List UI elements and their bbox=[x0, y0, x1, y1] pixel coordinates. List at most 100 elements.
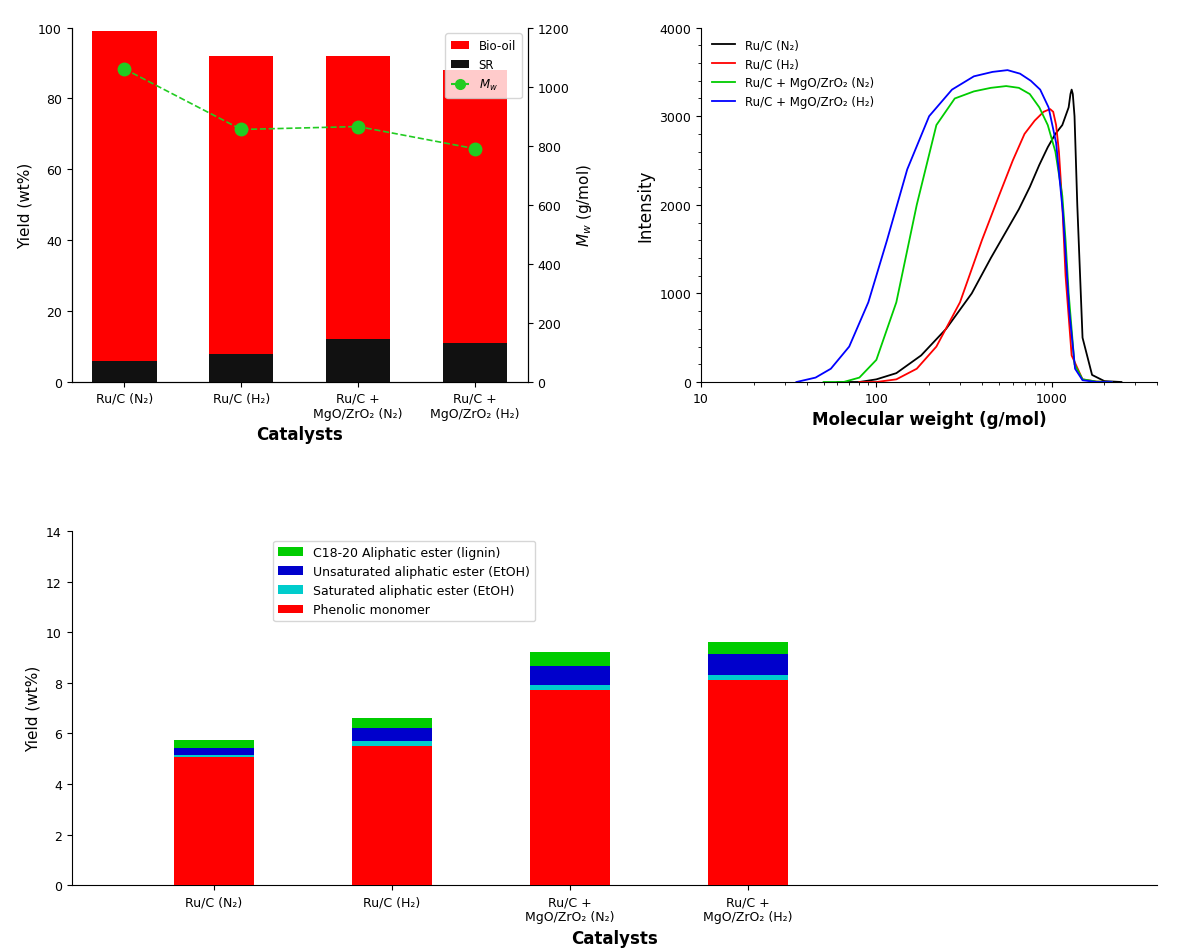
Ru/C + MgO/ZrO₂ (H₂) bbox=[861, 297, 876, 308]
Y-axis label: Yield (wt%): Yield (wt%) bbox=[18, 163, 32, 248]
Ru/C + MgO/ZrO₂ (H₂) bbox=[966, 71, 981, 83]
Bar bbox=[707, 642, 787, 655]
Ru/C + MgO/ZrO₂ (H₂) bbox=[842, 342, 857, 353]
Ru/C + MgO/ZrO₂ (H₂) bbox=[1001, 66, 1015, 77]
Bar bbox=[530, 685, 610, 690]
Ru/C + MgO/ZrO₂ (N₂) bbox=[1075, 374, 1089, 386]
Ru/C (H₂) bbox=[953, 297, 968, 308]
Bar bbox=[352, 728, 432, 742]
Ru/C + MgO/ZrO₂ (H₂) bbox=[985, 67, 1000, 78]
Ru/C (N₂) bbox=[1114, 377, 1129, 388]
X-axis label: Catalysts: Catalysts bbox=[571, 928, 657, 946]
Ru/C + MgO/ZrO₂ (N₂) bbox=[1022, 89, 1037, 101]
Bar bbox=[443, 71, 507, 344]
Ru/C + MgO/ZrO₂ (H₂) bbox=[1013, 69, 1027, 80]
Ru/C (N₂) bbox=[1075, 332, 1089, 344]
Ru/C (N₂) bbox=[984, 253, 999, 265]
Ru/C (N₂) bbox=[1098, 376, 1112, 387]
Ru/C + MgO/ZrO₂ (N₂) bbox=[1012, 83, 1026, 94]
Ru/C (N₂) bbox=[1063, 89, 1077, 101]
Ru/C + MgO/ZrO₂ (N₂) bbox=[889, 297, 903, 308]
Bar bbox=[209, 57, 273, 354]
Bar bbox=[352, 742, 432, 745]
Bar bbox=[174, 740, 254, 748]
Ru/C (N₂) bbox=[1012, 205, 1026, 216]
Bar bbox=[530, 690, 610, 885]
Ru/C (H₂) bbox=[1049, 120, 1063, 131]
Ru/C (H₂) bbox=[1055, 200, 1069, 211]
Ru/C + MgO/ZrO₂ (N₂) bbox=[909, 200, 923, 211]
Bar bbox=[530, 665, 610, 685]
Ru/C + MgO/ZrO₂ (N₂) bbox=[816, 377, 830, 388]
Ru/C (H₂) bbox=[1018, 129, 1032, 141]
Bar bbox=[174, 758, 254, 885]
Ru/C + MgO/ZrO₂ (H₂) bbox=[790, 377, 804, 388]
Ru/C + MgO/ZrO₂ (H₂) bbox=[1075, 375, 1089, 387]
Ru/C + MgO/ZrO₂ (N₂) bbox=[1032, 103, 1046, 114]
Ru/C (N₂) bbox=[1084, 369, 1099, 381]
Ru/C (H₂) bbox=[1037, 107, 1051, 118]
Ru/C (N₂) bbox=[1062, 103, 1076, 114]
Ru/C + MgO/ZrO₂ (H₂) bbox=[1041, 103, 1056, 114]
Ru/C (H₂) bbox=[909, 364, 923, 375]
Ru/C (N₂) bbox=[999, 227, 1013, 238]
Bar bbox=[707, 655, 787, 676]
Ru/C (H₂) bbox=[1105, 377, 1119, 388]
Ru/C (N₂) bbox=[965, 288, 979, 300]
Ru/C (H₂) bbox=[1052, 147, 1067, 158]
Ru/C (H₂) bbox=[870, 377, 884, 388]
Line: Ru/C (N₂): Ru/C (N₂) bbox=[837, 90, 1121, 383]
Bar bbox=[443, 344, 507, 383]
Bar bbox=[174, 755, 254, 758]
Ru/C + MgO/ZrO₂ (H₂) bbox=[900, 165, 914, 176]
Ru/C + MgO/ZrO₂ (N₂) bbox=[836, 377, 851, 388]
Ru/C (H₂) bbox=[1064, 350, 1078, 362]
Ru/C + MgO/ZrO₂ (N₂) bbox=[1049, 147, 1063, 158]
Ru/C + MgO/ZrO₂ (N₂) bbox=[966, 87, 981, 98]
Ru/C + MgO/ZrO₂ (H₂) bbox=[1068, 364, 1082, 375]
Bar bbox=[530, 652, 610, 665]
Ru/C (N₂) bbox=[1070, 200, 1084, 211]
Line: Ru/C + MgO/ZrO₂ (H₂): Ru/C + MgO/ZrO₂ (H₂) bbox=[797, 71, 1112, 383]
X-axis label: Catalysts: Catalysts bbox=[256, 426, 344, 444]
Ru/C (N₂) bbox=[939, 324, 953, 335]
Ru/C + MgO/ZrO₂ (H₂) bbox=[823, 364, 837, 375]
Ru/C + MgO/ZrO₂ (N₂) bbox=[1055, 191, 1069, 203]
Ru/C (H₂) bbox=[991, 191, 1006, 203]
Ru/C + MgO/ZrO₂ (N₂) bbox=[999, 81, 1013, 92]
Ru/C (H₂) bbox=[1089, 376, 1104, 387]
Ru/C (N₂) bbox=[1032, 160, 1046, 171]
Ru/C (H₂) bbox=[852, 377, 866, 388]
Y-axis label: Intensity: Intensity bbox=[636, 169, 654, 242]
Ru/C (N₂) bbox=[870, 374, 884, 386]
Ru/C (H₂) bbox=[1058, 270, 1073, 282]
Ru/C (H₂) bbox=[1006, 155, 1020, 167]
Ru/C (N₂) bbox=[1065, 89, 1080, 101]
Ru/C (N₂) bbox=[1068, 111, 1082, 123]
Ru/C (H₂) bbox=[1027, 116, 1041, 128]
Ru/C + MgO/ZrO₂ (H₂) bbox=[1089, 377, 1104, 388]
Line: Ru/C (H₂): Ru/C (H₂) bbox=[859, 110, 1112, 383]
Ru/C (H₂) bbox=[975, 235, 989, 247]
Ru/C + MgO/ZrO₂ (H₂) bbox=[1105, 377, 1119, 388]
Ru/C + MgO/ZrO₂ (N₂) bbox=[1062, 288, 1076, 300]
Legend: C18-20 Aliphatic ester (lignin), Unsaturated aliphatic ester (EtOH), Saturated a: C18-20 Aliphatic ester (lignin), Unsatur… bbox=[273, 541, 536, 622]
Ru/C (H₂) bbox=[1075, 374, 1089, 386]
Bar bbox=[92, 362, 156, 383]
Ru/C (N₂) bbox=[852, 377, 866, 388]
Bar bbox=[326, 57, 390, 340]
Bar bbox=[92, 32, 156, 362]
Ru/C + MgO/ZrO₂ (N₂) bbox=[984, 83, 999, 94]
Bar bbox=[174, 748, 254, 755]
Ru/C (H₂) bbox=[929, 342, 944, 353]
Ru/C + MgO/ZrO₂ (H₂) bbox=[1033, 85, 1047, 96]
Y-axis label: Yield (wt%): Yield (wt%) bbox=[25, 665, 41, 751]
Ru/C (N₂) bbox=[1022, 182, 1037, 193]
Bar bbox=[352, 745, 432, 885]
Bar bbox=[707, 680, 787, 885]
Ru/C + MgO/ZrO₂ (N₂) bbox=[1068, 359, 1082, 370]
Ru/C (N₂) bbox=[830, 377, 845, 388]
Ru/C + MgO/ZrO₂ (H₂) bbox=[945, 85, 959, 96]
Ru/C (H₂) bbox=[1043, 105, 1057, 116]
Ru/C + MgO/ZrO₂ (H₂) bbox=[1024, 76, 1038, 88]
